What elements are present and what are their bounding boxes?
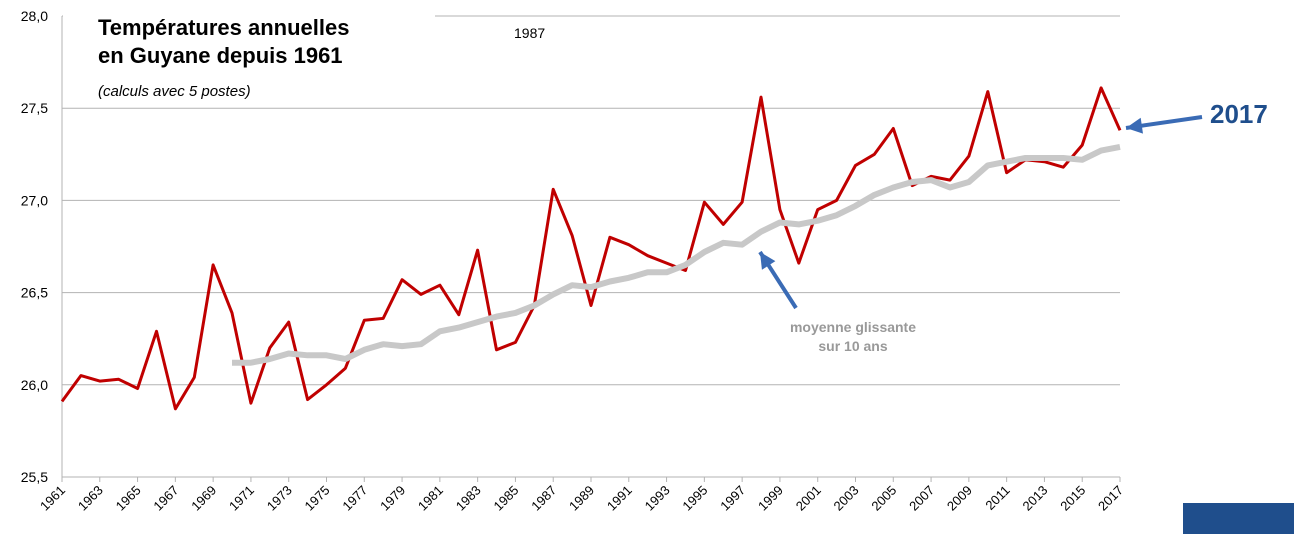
x-tick-label: 1991 xyxy=(604,483,635,514)
x-tick-label: 2017 xyxy=(1095,483,1126,514)
x-tick-label: 2005 xyxy=(868,483,899,514)
x-tick-label: 1977 xyxy=(339,483,370,514)
annotation: 1987 xyxy=(514,25,545,41)
logo xyxy=(1183,503,1294,534)
x-tick-label: 1995 xyxy=(679,483,710,514)
annotation: moyenne glissante xyxy=(790,319,916,335)
y-tick-label: 25,5 xyxy=(21,469,48,485)
y-tick-label: 27,0 xyxy=(21,192,48,208)
x-tick-label: 1969 xyxy=(188,483,219,514)
series-line xyxy=(60,86,1122,411)
chart-title: Températures annuelles xyxy=(98,15,349,40)
x-tick-label: 2007 xyxy=(906,483,937,514)
x-tick-label: 1975 xyxy=(302,483,333,514)
arrow-head xyxy=(1126,117,1143,134)
x-tick-label: 2009 xyxy=(944,483,975,514)
annotation: 2017 xyxy=(1210,99,1268,129)
y-tick-label: 27,5 xyxy=(21,100,48,116)
x-tick-label: 1989 xyxy=(566,483,597,514)
x-tick-label: 1999 xyxy=(755,483,786,514)
y-tick-label: 28,0 xyxy=(21,8,48,24)
x-tick-label: 1971 xyxy=(226,483,257,514)
x-tick-label: 2015 xyxy=(1057,483,1088,514)
chart-subtitle: (calculs avec 5 postes) xyxy=(98,83,251,100)
x-tick-label: 1979 xyxy=(377,483,408,514)
x-tick-label: 1985 xyxy=(490,483,521,514)
x-tick-label: 1963 xyxy=(75,483,106,514)
x-tick-label: 1987 xyxy=(528,483,559,514)
x-tick-label: 1961 xyxy=(37,483,68,514)
x-tick-label: 1967 xyxy=(150,483,181,514)
annotation: sur 10 ans xyxy=(818,338,887,354)
y-tick-label: 26,5 xyxy=(21,285,48,301)
y-tick-label: 26,0 xyxy=(21,377,48,393)
arrow-head xyxy=(760,252,776,270)
x-tick-label: 2011 xyxy=(982,483,1012,513)
series-line xyxy=(232,143,1121,366)
chart-title: en Guyane depuis 1961 xyxy=(98,43,343,68)
x-tick-label: 2001 xyxy=(793,483,824,514)
title-background xyxy=(63,15,435,103)
x-tick-label: 1973 xyxy=(264,483,295,514)
x-tick-label: 1981 xyxy=(415,483,446,514)
x-tick-label: 2003 xyxy=(831,483,862,514)
x-tick-label: 2013 xyxy=(1019,483,1050,514)
x-tick-label: 1983 xyxy=(453,483,484,514)
x-tick-label: 1997 xyxy=(717,483,748,514)
x-tick-label: 1965 xyxy=(113,483,144,514)
x-tick-label: 1993 xyxy=(642,483,673,514)
